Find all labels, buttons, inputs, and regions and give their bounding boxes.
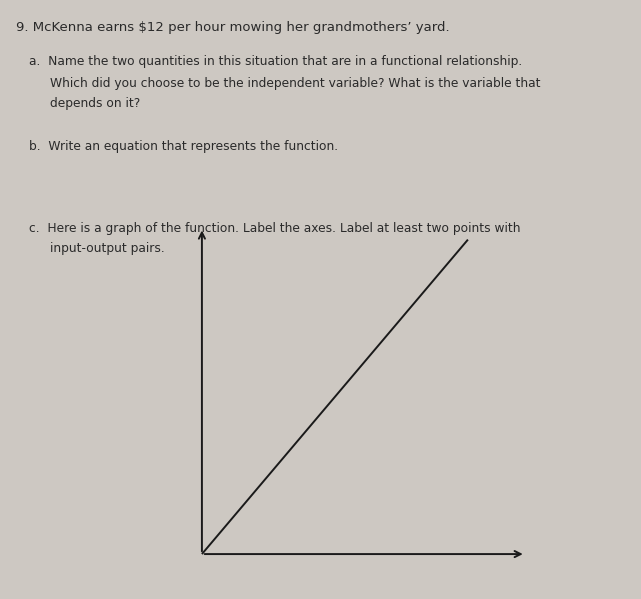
Text: input-output pairs.: input-output pairs. — [50, 242, 165, 255]
Text: Which did you choose to be the independent variable? What is the variable that: Which did you choose to be the independe… — [50, 77, 540, 90]
Text: b.  Write an equation that represents the function.: b. Write an equation that represents the… — [29, 140, 338, 153]
Text: depends on it?: depends on it? — [50, 97, 140, 110]
Text: 9. McKenna earns $12 per hour mowing her grandmothers’ yard.: 9. McKenna earns $12 per hour mowing her… — [16, 21, 449, 34]
Text: a.  Name the two quantities in this situation that are in a functional relations: a. Name the two quantities in this situa… — [29, 55, 522, 68]
Text: c.  Here is a graph of the function. Label the axes. Label at least two points w: c. Here is a graph of the function. Labe… — [29, 222, 520, 235]
